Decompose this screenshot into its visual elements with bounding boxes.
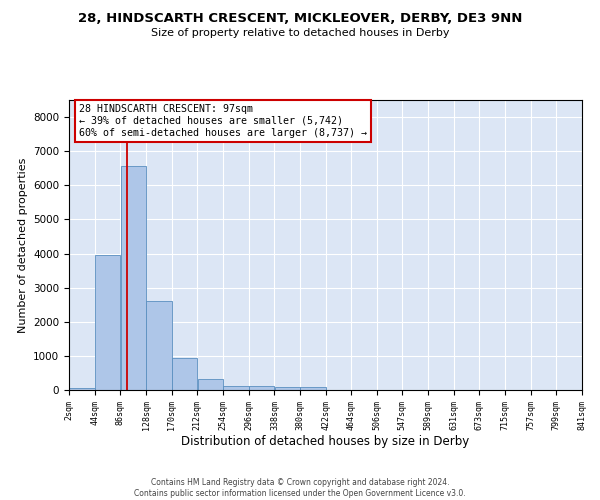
Bar	[197, 380, 223, 390]
Bar	[95, 255, 120, 390]
Text: Size of property relative to detached houses in Derby: Size of property relative to detached ho…	[151, 28, 449, 38]
Bar	[121, 166, 146, 390]
Bar	[69, 388, 95, 390]
Text: 28, HINDSCARTH CRESCENT, MICKLEOVER, DERBY, DE3 9NN: 28, HINDSCARTH CRESCENT, MICKLEOVER, DER…	[78, 12, 522, 26]
X-axis label: Distribution of detached houses by size in Derby: Distribution of detached houses by size …	[181, 436, 470, 448]
Text: 28 HINDSCARTH CRESCENT: 97sqm
← 39% of detached houses are smaller (5,742)
60% o: 28 HINDSCARTH CRESCENT: 97sqm ← 39% of d…	[79, 104, 367, 138]
Text: Contains HM Land Registry data © Crown copyright and database right 2024.
Contai: Contains HM Land Registry data © Crown c…	[134, 478, 466, 498]
Bar	[249, 386, 274, 390]
Bar	[172, 358, 197, 390]
Bar	[300, 388, 326, 390]
Bar	[275, 387, 300, 390]
Y-axis label: Number of detached properties: Number of detached properties	[17, 158, 28, 332]
Bar	[146, 300, 172, 390]
Bar	[223, 386, 248, 390]
